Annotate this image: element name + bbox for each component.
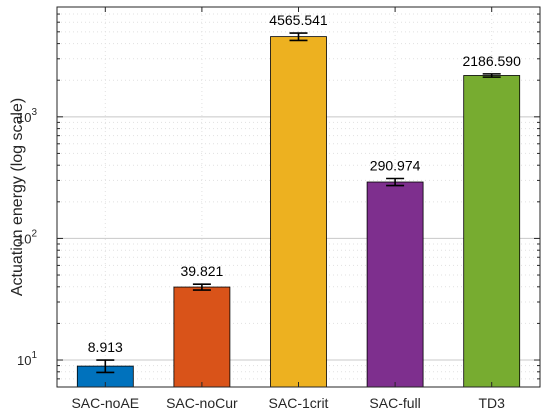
y-tick-base: 10	[17, 231, 31, 246]
y-axis-label: Actuation energy (log scale)	[9, 98, 26, 296]
bars-layer	[76, 36, 521, 388]
x-tick-label: SAC-1crit	[269, 395, 329, 411]
x-tick-label: SAC-noCur	[166, 395, 238, 411]
y-tick-exponent: 1	[31, 350, 37, 361]
y-tick-exponent: 3	[31, 107, 37, 118]
bar-sac-full	[366, 181, 424, 388]
bar-sac-nocur	[173, 286, 231, 388]
y-tick-base: 10	[17, 353, 31, 368]
data-label: 2186.590	[462, 53, 521, 69]
y-tick-label: 102	[17, 228, 37, 246]
x-tick-label: TD3	[478, 395, 505, 411]
y-tick-exponent: 2	[31, 228, 37, 239]
data-label: 8.913	[88, 339, 123, 355]
data-labels-layer: 8.913 39.821 4565.541 290.974 2186.590	[88, 12, 521, 355]
y-tick-label: 101	[17, 350, 37, 368]
y-tick-label: 103	[17, 107, 37, 125]
x-tick-label: SAC-full	[369, 395, 420, 411]
bar-td3	[463, 75, 521, 388]
data-label: 39.821	[180, 263, 223, 279]
ticks-layer: SAC-noAE SAC-noCur SAC-1crit SAC-full TD3101…	[17, 6, 540, 411]
data-label: 4565.541	[269, 12, 328, 28]
data-label: 290.974	[370, 157, 421, 173]
error-bars-layer	[96, 32, 501, 374]
x-tick-label: SAC-noAE	[71, 395, 139, 411]
y-tick-base: 10	[17, 110, 31, 125]
bar-sac-1crit	[270, 36, 327, 388]
